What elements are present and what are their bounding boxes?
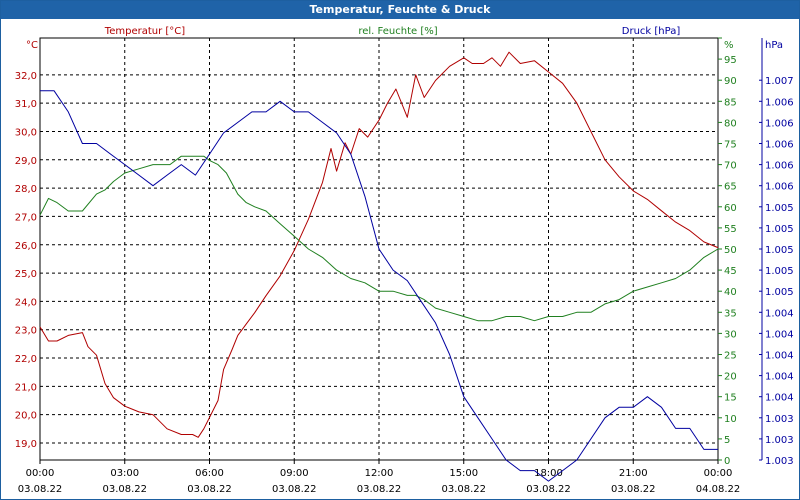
- temperature-tick-label: 28,0: [15, 184, 37, 195]
- pressure-tick-label: 1.006: [765, 182, 794, 193]
- humidity-tick-label: 90: [724, 76, 737, 87]
- temperature-tick-label: 24,0: [15, 297, 37, 308]
- humidity-tick-label: 45: [724, 266, 737, 277]
- pressure-tick-label: 1.006: [765, 118, 794, 129]
- x-tick-time: 03:00: [110, 468, 139, 479]
- humidity-tick-label: 25: [724, 351, 737, 362]
- x-tick-time: 15:00: [449, 468, 478, 479]
- temperature-tick-label: 31,0: [15, 99, 37, 110]
- humidity-tick-label: 50: [724, 245, 737, 256]
- pressure-tick-label: 1.006: [765, 161, 794, 172]
- pressure-tick-label: 1.005: [765, 224, 794, 235]
- x-tick-time: 21:00: [619, 468, 648, 479]
- x-tick-date: 03.08.22: [18, 484, 63, 495]
- pressure-axis-unit: hPa: [765, 40, 783, 51]
- humidity-tick-label: 20: [724, 372, 737, 383]
- temperature-tick-label: 26,0: [15, 241, 37, 252]
- x-tick-date: 03.08.22: [102, 484, 147, 495]
- legend: Temperatur [°C] rel. Feuchte [%] Druck [hP…: [104, 26, 681, 37]
- x-tick-date: 03.08.22: [187, 484, 232, 495]
- legend-label: Temperatur [°C]: [104, 26, 185, 37]
- humidity-tick-label: 15: [724, 393, 737, 404]
- humidity-tick-label: 5: [724, 435, 730, 446]
- pressure-tick-label: 1.004: [765, 329, 794, 340]
- x-tick-time: 00:00: [704, 468, 733, 479]
- temperature-tick-label: 27,0: [15, 212, 37, 223]
- humidity-tick-label: 65: [724, 182, 737, 193]
- temperature-tick-label: 29,0: [15, 156, 37, 167]
- humidity-tick-label: 85: [724, 97, 737, 108]
- x-tick-date: 03.08.22: [441, 484, 486, 495]
- pressure-tick-label: 1.003: [765, 435, 794, 446]
- series-line: [40, 90, 718, 482]
- pressure-tick-label: 1.006: [765, 140, 794, 151]
- humidity-tick-label: 95: [724, 55, 737, 66]
- humidity-tick-label: 40: [724, 287, 737, 298]
- window-title: Temperatur, Feuchte & Druck: [1, 1, 799, 19]
- humidity-tick-label: 70: [724, 161, 737, 172]
- series-lines: [39, 51, 719, 482]
- pressure-tick-label: 1.005: [765, 287, 794, 298]
- pressure-tick-label: 1.005: [765, 266, 794, 277]
- humidity-tick-label: 55: [724, 224, 737, 235]
- temperature-tick-label: 32,0: [15, 71, 37, 82]
- pressure-tick-label: 1.003: [765, 414, 794, 425]
- humidity-tick-label: 35: [724, 308, 737, 319]
- pressure-tick-label: 1.004: [765, 372, 794, 383]
- humidity-tick-label: 30: [724, 329, 737, 340]
- pressure-tick-label: 1.005: [765, 203, 794, 214]
- humidity-axis-unit: %: [724, 40, 734, 51]
- humidity-tick-label: 10: [724, 414, 737, 425]
- legend-label: Druck [hPa]: [622, 26, 681, 37]
- x-tick-time: 18:00: [534, 468, 563, 479]
- x-tick-date: 03.08.22: [272, 484, 317, 495]
- axes: 00:00 03.08.22 03:00 03.08.22 06:00 03.08.22 0…: [15, 37, 794, 495]
- temperature-tick-label: 30,0: [15, 127, 37, 138]
- legend-label: rel. Feuchte [%]: [358, 26, 437, 37]
- series-line: [39, 155, 719, 322]
- temperature-tick-label: 25,0: [15, 269, 37, 280]
- temperature-tick-label: 19,0: [15, 439, 37, 450]
- temperature-tick-label: 20,0: [15, 411, 37, 422]
- pressure-tick-label: 1.003: [765, 456, 794, 467]
- series-line: [39, 51, 719, 438]
- x-tick-date: 03.08.22: [526, 484, 571, 495]
- humidity-tick-label: 80: [724, 118, 737, 129]
- pressure-tick-label: 1.004: [765, 308, 794, 319]
- x-tick-date: 04.08.22: [696, 484, 741, 495]
- humidity-tick-label: 60: [724, 203, 737, 214]
- pressure-tick-label: 1.004: [765, 351, 794, 362]
- pressure-tick-label: 1.006: [765, 97, 794, 108]
- x-tick-time: 09:00: [280, 468, 309, 479]
- pressure-tick-label: 1.007: [765, 76, 794, 87]
- temperature-axis-unit: °C: [26, 40, 38, 51]
- pressure-tick-label: 1.004: [765, 393, 794, 404]
- x-tick-time: 06:00: [195, 468, 224, 479]
- temperature-tick-label: 21,0: [15, 382, 37, 393]
- pressure-tick-label: 1.005: [765, 245, 794, 256]
- x-tick-date: 03.08.22: [357, 484, 402, 495]
- temperature-tick-label: 22,0: [15, 354, 37, 365]
- x-tick-time: 00:00: [26, 468, 55, 479]
- humidity-tick-label: 0: [724, 456, 730, 467]
- temperature-tick-label: 23,0: [15, 326, 37, 337]
- x-tick-date: 03.08.22: [611, 484, 656, 495]
- x-tick-time: 12:00: [365, 468, 394, 479]
- grid: [40, 38, 718, 460]
- humidity-tick-label: 75: [724, 140, 737, 151]
